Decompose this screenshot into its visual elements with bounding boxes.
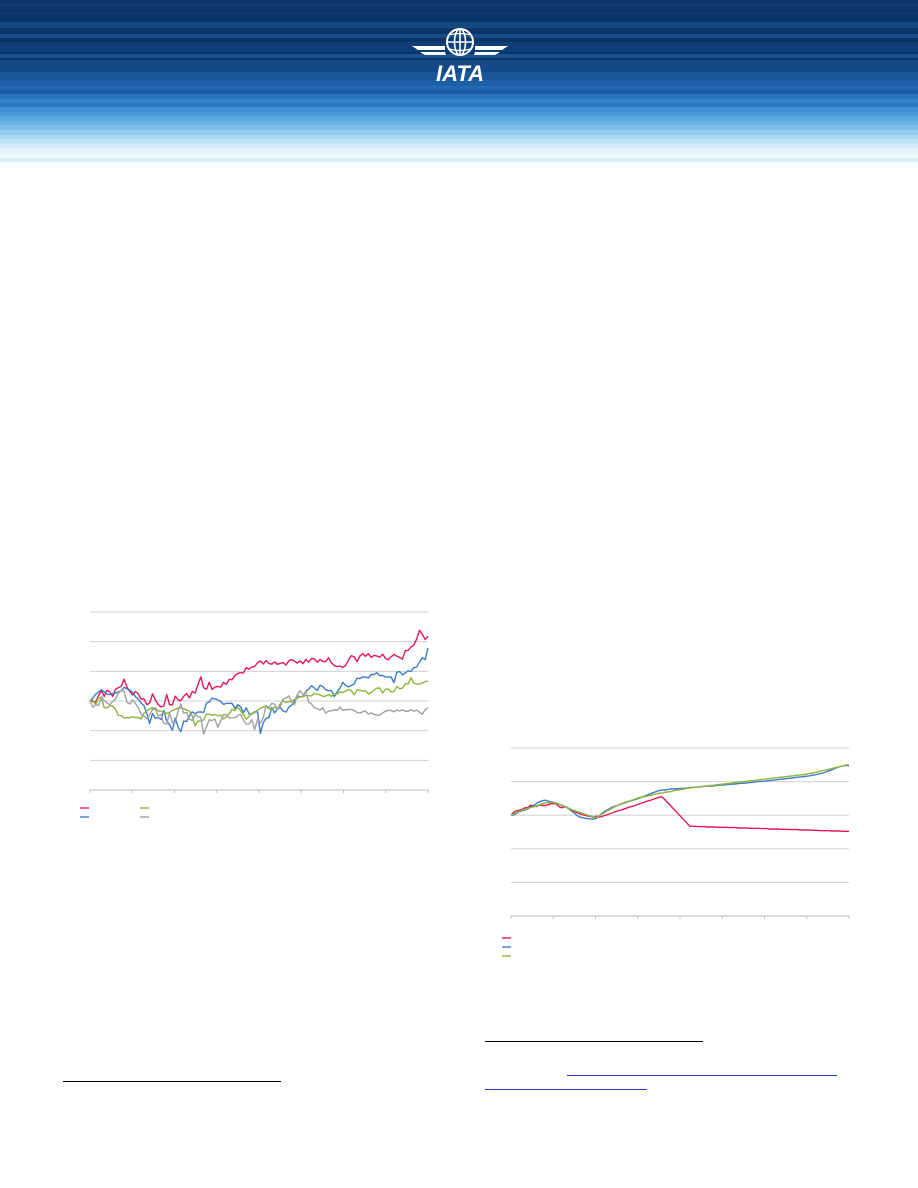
line-chart-1 bbox=[80, 611, 429, 818]
series-line-3 bbox=[89, 676, 429, 727]
series-line-1 bbox=[89, 629, 429, 708]
series-line-3 bbox=[510, 764, 850, 819]
footnote-rule-left bbox=[63, 1081, 281, 1082]
header-banner: IATA bbox=[0, 0, 918, 168]
series-line-1 bbox=[510, 796, 849, 833]
brand-text: IATA bbox=[436, 61, 484, 86]
iata-logo: IATA bbox=[412, 28, 508, 86]
footnote-rule-right bbox=[485, 1041, 703, 1042]
header-stripes bbox=[0, 0, 918, 168]
footnote-link-continued[interactable] bbox=[485, 1089, 647, 1090]
series-line-4 bbox=[89, 689, 429, 735]
line-chart-2 bbox=[502, 747, 850, 957]
series-line-2 bbox=[510, 764, 850, 820]
footnote-link[interactable] bbox=[567, 1075, 837, 1076]
